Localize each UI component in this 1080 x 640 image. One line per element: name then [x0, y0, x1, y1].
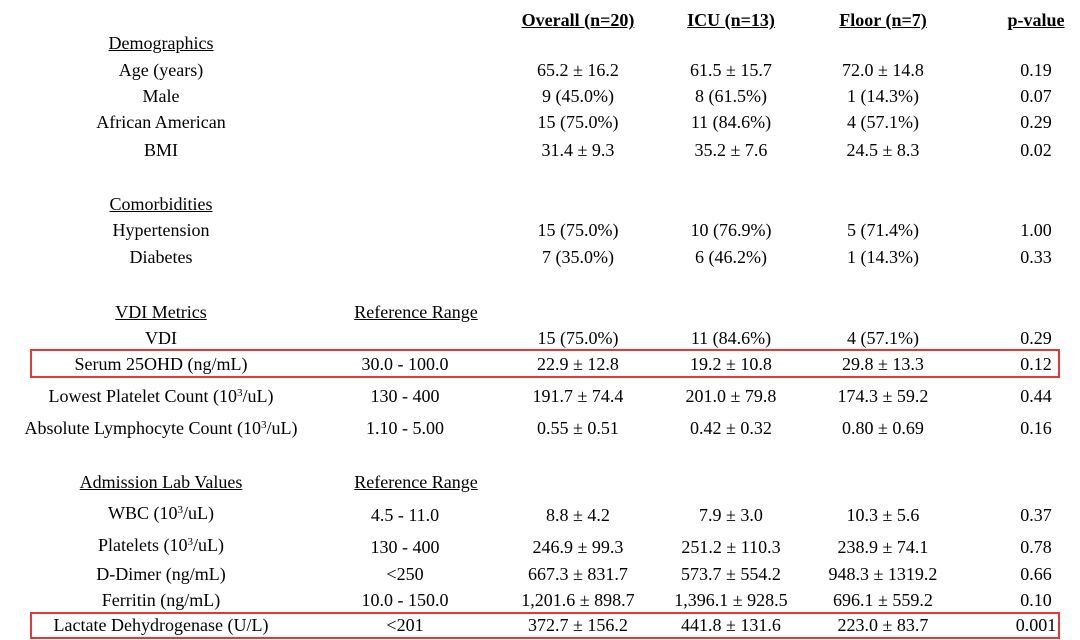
cell-icu: 251.2 ± 110.3: [681, 537, 781, 557]
cell-floor: 4 (57.1%): [847, 112, 919, 132]
row-label: Serum 25OHD (ng/mL): [74, 354, 248, 374]
cell-icu: 35.2 ± 7.6: [694, 140, 768, 160]
reference-range-header: Reference Range: [354, 302, 478, 322]
cell-reference: 10.0 - 150.0: [361, 590, 449, 610]
cell-overall: 191.7 ± 74.4: [532, 386, 624, 406]
cell-overall: 246.9 ± 99.3: [532, 537, 624, 557]
row-label: Absolute Lymphocyte Count (103/uL): [24, 418, 298, 438]
cell-pvalue: 0.12: [1020, 354, 1052, 374]
cell-overall: 667.3 ± 831.7: [528, 564, 628, 584]
cell-reference: 130 - 400: [370, 537, 440, 557]
cell-icu: 573.7 ± 554.2: [681, 564, 781, 584]
row-label: African American: [96, 112, 226, 132]
header-floor: Floor (n=7): [839, 10, 927, 30]
cell-reference: 30.0 - 100.0: [361, 354, 449, 374]
cell-floor: 0.80 ± 0.69: [842, 418, 924, 438]
cell-icu: 7.9 ± 3.0: [699, 505, 763, 525]
cell-pvalue: 0.07: [1020, 86, 1052, 106]
section-title-admission-lab-values: Admission Lab Values: [79, 472, 243, 492]
cell-pvalue: 0.19: [1020, 60, 1052, 80]
header-overall: Overall (n=20): [521, 10, 635, 30]
cell-overall: 65.2 ± 16.2: [537, 60, 619, 80]
cell-floor: 5 (71.4%): [847, 220, 919, 240]
cell-floor: 223.0 ± 83.7: [837, 615, 929, 635]
row-label: D-Dimer (ng/mL): [96, 564, 226, 584]
cell-pvalue: 0.001: [1015, 615, 1057, 635]
cell-floor: 29.8 ± 13.3: [842, 354, 924, 374]
cell-icu: 441.8 ± 131.6: [681, 615, 781, 635]
cell-pvalue: 0.29: [1020, 328, 1052, 348]
cell-pvalue: 0.33: [1020, 247, 1052, 267]
section-title-comorbidities: Comorbidities: [109, 194, 213, 214]
cell-icu: 61.5 ± 15.7: [690, 60, 772, 80]
row-label: Lactate Dehydrogenase (U/L): [53, 615, 269, 635]
cell-floor: 174.3 ± 59.2: [837, 386, 929, 406]
highlight-box-serum-25ohd: [30, 349, 1060, 378]
cell-pvalue: 0.02: [1020, 140, 1052, 160]
cell-floor: 238.9 ± 74.1: [837, 537, 929, 557]
cell-floor: 1 (14.3%): [847, 86, 919, 106]
cell-floor: 24.5 ± 8.3: [846, 140, 920, 160]
cell-overall: 31.4 ± 9.3: [541, 140, 615, 160]
cell-reference: <250: [386, 564, 424, 584]
cell-pvalue: 0.29: [1020, 112, 1052, 132]
row-label: Ferritin (ng/mL): [101, 590, 221, 610]
row-label: WBC (103/uL): [108, 503, 214, 523]
cell-icu: 201.0 ± 79.8: [685, 386, 777, 406]
cell-reference: <201: [386, 615, 424, 635]
cell-pvalue: 0.10: [1020, 590, 1052, 610]
section-title-vdi-metrics: VDI Metrics: [115, 302, 207, 322]
row-label: Age (years): [118, 60, 204, 80]
row-label: Platelets (103/uL): [98, 535, 224, 555]
cell-floor: 948.3 ± 1319.2: [828, 564, 938, 584]
row-label: VDI: [145, 328, 177, 348]
cell-overall: 15 (75.0%): [537, 328, 619, 348]
cell-icu: 6 (46.2%): [695, 247, 767, 267]
cell-icu: 19.2 ± 10.8: [690, 354, 772, 374]
row-label: Male: [142, 86, 180, 106]
cell-reference: 1.10 - 5.00: [366, 418, 444, 438]
row-label: Hypertension: [112, 220, 210, 240]
cell-floor: 696.1 ± 559.2: [833, 590, 933, 610]
cell-pvalue: 0.66: [1020, 564, 1052, 584]
cell-floor: 4 (57.1%): [847, 328, 919, 348]
cell-overall: 7 (35.0%): [542, 247, 614, 267]
cell-icu: 11 (84.6%): [690, 328, 772, 348]
cell-pvalue: 0.16: [1020, 418, 1052, 438]
header-icu: ICU (n=13): [687, 10, 775, 30]
cell-floor: 1 (14.3%): [847, 247, 919, 267]
cell-pvalue: 1.00: [1020, 220, 1052, 240]
cell-pvalue: 0.37: [1020, 505, 1052, 525]
cell-overall: 22.9 ± 12.8: [537, 354, 619, 374]
header-pvalue: p-value: [1007, 10, 1065, 30]
section-title-demographics: Demographics: [108, 33, 214, 53]
cell-icu: 11 (84.6%): [690, 112, 772, 132]
cell-overall: 8.8 ± 4.2: [546, 505, 610, 525]
cell-floor: 10.3 ± 5.6: [846, 505, 920, 525]
cell-pvalue: 0.78: [1020, 537, 1052, 557]
cell-overall: 1,201.6 ± 898.7: [521, 590, 635, 610]
cell-icu: 8 (61.5%): [695, 86, 767, 106]
cell-overall: 0.55 ± 0.51: [537, 418, 619, 438]
cell-reference: 130 - 400: [370, 386, 440, 406]
cell-icu: 0.42 ± 0.32: [690, 418, 772, 438]
cell-reference: 4.5 - 11.0: [370, 505, 440, 525]
row-label: BMI: [143, 140, 179, 160]
cell-overall: 9 (45.0%): [542, 86, 614, 106]
cell-icu: 1,396.1 ± 928.5: [674, 590, 788, 610]
row-label: Diabetes: [129, 247, 193, 267]
cell-overall: 372.7 ± 156.2: [528, 615, 628, 635]
row-label: Lowest Platelet Count (103/uL): [48, 386, 274, 406]
highlight-box-ldh: [30, 612, 1060, 639]
reference-range-header: Reference Range: [354, 472, 478, 492]
cell-overall: 15 (75.0%): [537, 112, 619, 132]
cell-floor: 72.0 ± 14.8: [842, 60, 924, 80]
cell-pvalue: 0.44: [1020, 386, 1052, 406]
cell-overall: 15 (75.0%): [537, 220, 619, 240]
cell-icu: 10 (76.9%): [690, 220, 772, 240]
